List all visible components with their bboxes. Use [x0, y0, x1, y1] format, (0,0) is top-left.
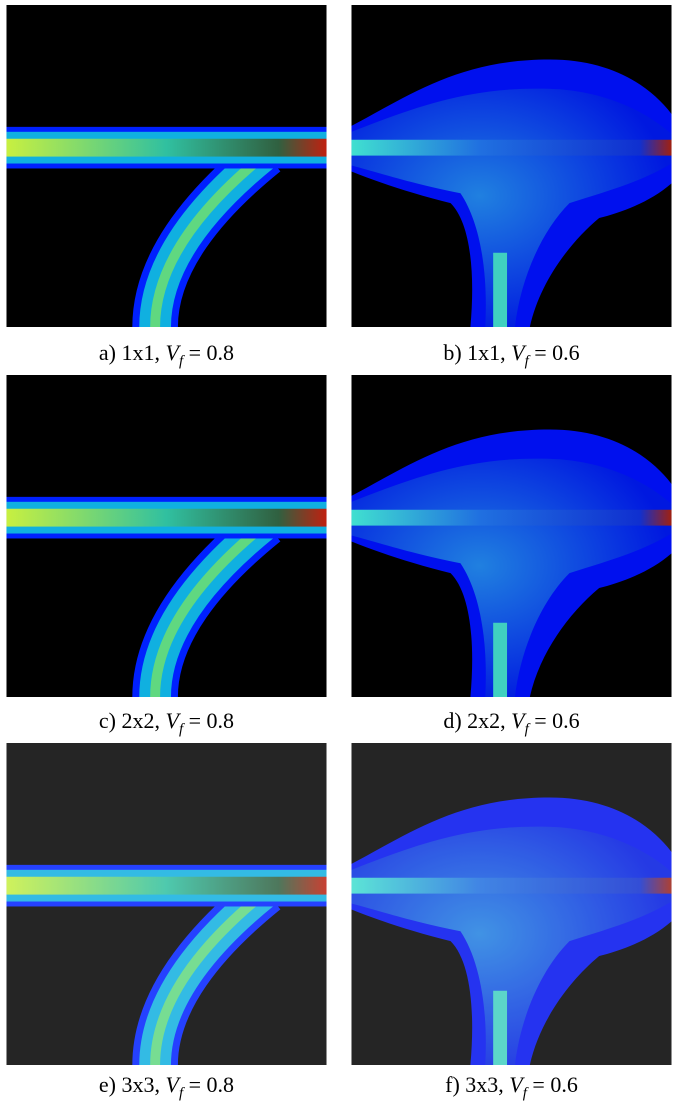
- caption-label: b) 1x1,: [443, 340, 505, 365]
- flow-image: [350, 375, 673, 697]
- caption-variable: V: [166, 1072, 179, 1097]
- caption-value: = 0.8: [189, 708, 234, 733]
- caption-label: a) 1x1,: [99, 340, 160, 365]
- flow-image: [5, 5, 328, 327]
- caption-subscript: f: [523, 1085, 527, 1101]
- caption-subscript: f: [179, 353, 183, 369]
- caption-label: f) 3x3,: [445, 1072, 504, 1097]
- caption-subscript: f: [525, 353, 529, 369]
- caption: d) 2x2, Vf = 0.6: [350, 708, 673, 738]
- flow-image: [5, 375, 328, 697]
- caption-subscript: f: [179, 721, 183, 737]
- flow-image: [5, 743, 328, 1065]
- caption-variable: V: [511, 708, 524, 733]
- caption: f) 3x3, Vf = 0.6: [350, 1072, 673, 1101]
- caption-value: = 0.6: [534, 340, 579, 365]
- caption-subscript: f: [525, 721, 529, 737]
- caption-variable: V: [166, 708, 179, 733]
- caption-value: = 0.8: [189, 1072, 234, 1097]
- flow-image: [350, 743, 673, 1065]
- figure: a) 1x1, Vf = 0.8 b) 1x1, Vf = 0.6 c) 2x2, …: [0, 0, 673, 1101]
- caption: c) 2x2, Vf = 0.8: [5, 708, 328, 738]
- flow-image: [350, 5, 673, 327]
- caption-value: = 0.6: [534, 708, 579, 733]
- caption-subscript: f: [179, 1085, 183, 1101]
- caption-variable: V: [166, 340, 179, 365]
- caption-label: d) 2x2,: [443, 708, 505, 733]
- caption-variable: V: [509, 1072, 522, 1097]
- caption-value: = 0.8: [189, 340, 234, 365]
- caption-variable: V: [511, 340, 524, 365]
- caption: b) 1x1, Vf = 0.6: [350, 340, 673, 370]
- caption: e) 3x3, Vf = 0.8: [5, 1072, 328, 1101]
- caption: a) 1x1, Vf = 0.8: [5, 340, 328, 370]
- caption-label: e) 3x3,: [99, 1072, 160, 1097]
- caption-label: c) 2x2,: [99, 708, 160, 733]
- caption-value: = 0.6: [532, 1072, 577, 1097]
